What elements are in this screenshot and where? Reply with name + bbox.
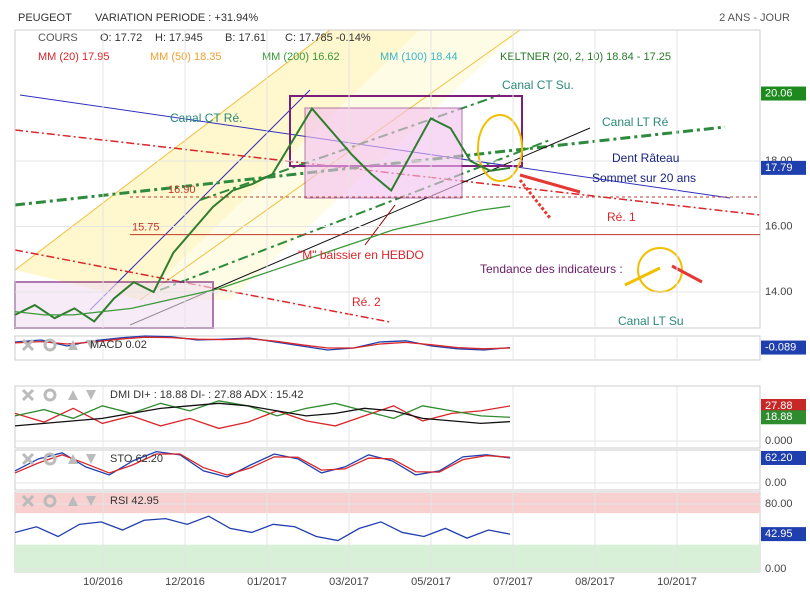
quote-item: C: 17.785 -0.14% (285, 32, 371, 44)
symbol: PEUGEOT (18, 12, 72, 24)
annotation: Canal LT Ré (602, 115, 669, 129)
close-icon[interactable] (21, 494, 35, 508)
quote-item: H: 17.945 (155, 32, 203, 44)
overbought-zone (15, 493, 760, 514)
series-line (14, 450, 511, 478)
level-label: 16.90 (168, 184, 196, 196)
arrow (518, 179, 552, 219)
series-line (14, 515, 511, 542)
last-value-label: -0.089 (765, 341, 796, 353)
x-tick-label: 01/2017 (247, 576, 287, 588)
series-line (14, 205, 511, 316)
marker-label: 20.06 (765, 87, 793, 99)
y-tick-label: 0.00 (765, 477, 786, 489)
panel-title: MACD 0.02 (90, 339, 147, 351)
last-value-box (761, 527, 806, 542)
y-tick-label: 0.000 (765, 435, 793, 447)
move-down-icon[interactable] (86, 454, 96, 464)
annotation: Sommet sur 20 ans (592, 171, 696, 185)
level-label: 15.75 (132, 222, 160, 234)
x-tick-label: 10/2016 (83, 576, 123, 588)
oversold-zone (15, 544, 760, 572)
close-icon[interactable] (21, 388, 35, 402)
close-icon[interactable] (21, 338, 35, 352)
indicator-legend: MM (100) 18.44 (380, 51, 458, 63)
annotation: Canal LT Su (618, 314, 684, 328)
series-line (14, 402, 511, 427)
panel-title: RSI 42.95 (110, 495, 159, 507)
last-value-label: 42.95 (765, 528, 793, 540)
x-tick-label: 07/2017 (493, 576, 533, 588)
last-value-box (761, 398, 806, 413)
annotation: Canal CT Su. (502, 78, 574, 92)
channel-line (159, 139, 551, 291)
series-line (14, 453, 511, 476)
y-tick-label: 0.00 (765, 563, 786, 575)
y-tick-label: 14.00 (765, 286, 793, 298)
move-up-icon[interactable] (68, 454, 78, 464)
move-up-icon[interactable] (68, 390, 78, 400)
trend-line (14, 29, 331, 271)
panel-frame (14, 449, 761, 491)
x-tick-label: 10/2017 (657, 576, 697, 588)
last-value-box (761, 450, 806, 465)
arrow (624, 266, 661, 287)
last-value-box (761, 160, 806, 175)
move-down-icon[interactable] (86, 340, 96, 350)
close-icon[interactable] (21, 452, 35, 466)
drawings (14, 29, 761, 329)
series-line (14, 405, 511, 430)
series-line (14, 400, 511, 420)
indicator-legend: KELTNER (20, 2, 10) 18.84 - 17.25 (500, 51, 671, 63)
last-value-label: 27.88 (765, 400, 793, 412)
panel-title: DMI DI+ : 18.88 DI- : 27.88 ADX : 15.42 (110, 389, 304, 401)
panel-frame (14, 29, 761, 329)
panel-frame (14, 335, 761, 361)
period[interactable]: 2 ANS - JOUR (719, 12, 790, 24)
quote-item: B: 17.61 (225, 32, 266, 44)
last-value-label: 17.79 (765, 162, 793, 174)
indicator-legend: MM (20) 17.95 (38, 51, 110, 63)
annotation: Canal CT Ré. (170, 111, 242, 125)
annotation: "M" baissier en HEBDO (298, 248, 424, 262)
channel-band (15, 30, 420, 300)
arrow (519, 173, 581, 194)
move-down-icon[interactable] (86, 496, 96, 506)
marker-box (761, 86, 806, 101)
indicator-legend: MM (50) 18.35 (150, 51, 222, 63)
x-tick-label: 03/2017 (329, 576, 369, 588)
move-down-icon[interactable] (86, 390, 96, 400)
x-tick-label: 12/2016 (165, 576, 205, 588)
last-value-box (761, 410, 806, 425)
last-value-box (761, 340, 806, 355)
settings-icon[interactable] (43, 494, 57, 508)
settings-icon[interactable] (43, 338, 57, 352)
move-up-icon[interactable] (68, 496, 78, 506)
y-tick-label: 80.00 (765, 498, 793, 510)
panel-frame (14, 385, 761, 449)
quote-item: COURS (38, 32, 78, 44)
annotation: Tendance des indicateurs : (480, 262, 623, 276)
x-tick-label: 08/2017 (575, 576, 615, 588)
last-value-label: 62.20 (765, 452, 793, 464)
variation: VARIATION PERIODE : +31.94% (95, 12, 258, 24)
y-tick-label: 16.00 (765, 220, 793, 232)
settings-icon[interactable] (43, 388, 57, 402)
move-up-icon[interactable] (68, 340, 78, 350)
indicator-legend: MM (200) 16.62 (262, 51, 340, 63)
panel-title: STO 62.20 (110, 453, 163, 465)
annotation: Ré. 2 (352, 295, 381, 309)
x-tick-label: 05/2017 (411, 576, 451, 588)
annotation: Dent Râteau (612, 151, 679, 165)
range-box (14, 281, 214, 329)
highlight-circle (477, 114, 523, 182)
series-line (14, 336, 511, 350)
annotation: Ré. 1 (607, 210, 636, 224)
quote-item: O: 17.72 (100, 32, 142, 44)
settings-icon[interactable] (43, 452, 57, 466)
series-line (14, 106, 511, 323)
last-value-label: 18.88 (765, 411, 793, 423)
